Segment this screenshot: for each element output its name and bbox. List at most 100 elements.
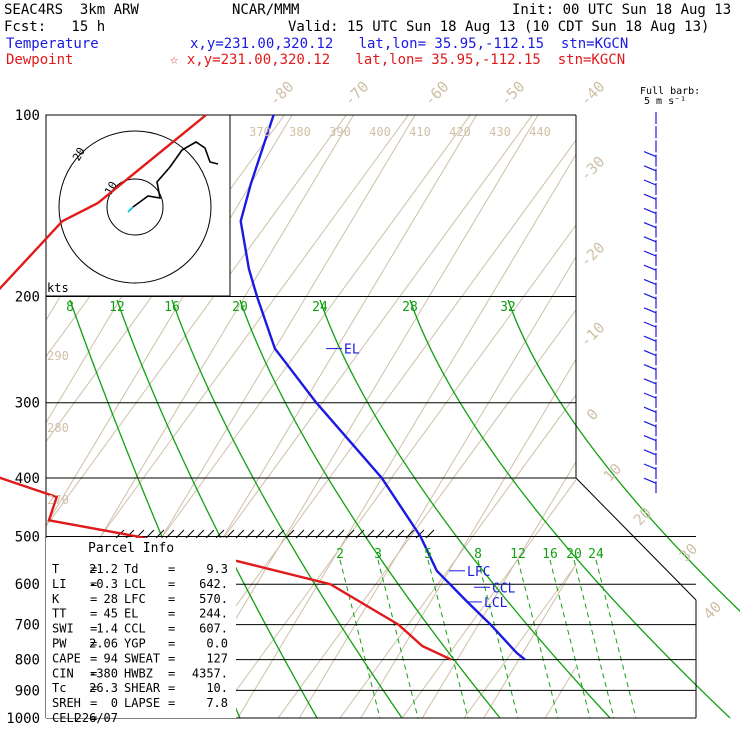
mixing-ratio-label-lower: 12 (510, 547, 526, 562)
level-label-lcl: LCL (484, 596, 508, 611)
hodograph-trace (132, 141, 219, 208)
parcel-row-value: 226/07 (75, 711, 118, 725)
theta-line (401, 478, 576, 718)
theta-label: 420 (449, 125, 471, 139)
parcel-row-eq-right: = (168, 681, 175, 695)
parcel-row-value: -0.3 (89, 577, 118, 591)
isotherm-line (360, 358, 576, 718)
mixing-ratio-label-lower: 5 (424, 547, 432, 562)
parcel-row-label-right: Td (124, 562, 138, 576)
mixing-ratio-dashed (427, 559, 469, 719)
theta-label-left: 280 (47, 421, 69, 435)
parcel-row-eq: = (90, 696, 97, 710)
isotherm-line (421, 460, 576, 718)
hatch-mark (385, 529, 395, 539)
wind-barb-flag (643, 463, 657, 470)
parcel-row-eq: = (90, 666, 97, 680)
parcel-row-eq-right: = (168, 607, 175, 621)
mixing-ratio-dashed (517, 559, 559, 719)
hodograph-ring-outer (58, 130, 212, 284)
hatch-mark (295, 529, 305, 539)
parcel-row-eq: = (90, 622, 97, 636)
parcel-row-value-right: 607. (199, 622, 228, 636)
parcel-row-value: 21.2 (89, 562, 118, 576)
hatch-mark (165, 529, 175, 539)
mixing-ratio-line (409, 299, 731, 719)
hatch-mark (405, 529, 415, 539)
theta-line (46, 115, 347, 528)
parcel-row-value-right: 7.8 (206, 696, 228, 710)
theta-label: 370 (249, 125, 271, 139)
pressure-tick-label: 500 (15, 529, 40, 545)
mixing-ratio-line (507, 299, 740, 613)
parcel-row-value-right: 0.0 (206, 637, 228, 651)
mixing-ratio-label: 12 (109, 300, 125, 315)
isotherm-line (661, 102, 740, 731)
parcel-row-label: SREH (52, 696, 81, 710)
hatch-mark (285, 529, 295, 539)
theta-label: 430 (489, 125, 511, 139)
hatch-mark (425, 529, 435, 539)
wind-barb-flag (643, 335, 657, 342)
mixing-ratio-label: 24 (312, 300, 328, 315)
pressure-tick-label: 800 (15, 653, 40, 669)
isotherm-label: -70 (341, 78, 373, 110)
mixing-ratio-dashed (549, 559, 591, 719)
mixing-ratio-dashed (377, 559, 419, 719)
parcel-row-label: LI (52, 577, 66, 591)
hatch-mark (375, 529, 385, 539)
parcel-row-value-right: 642. (199, 577, 228, 591)
parcel-row-label-right: YGP (124, 637, 146, 651)
isotherm-label: 30 (676, 540, 702, 566)
wind-barb-flag (643, 321, 657, 328)
init-time: Init: 00 UTC Sun 18 Aug 13 (512, 2, 732, 18)
mixing-ratio-dashed (595, 559, 637, 719)
wind-barb-flag (643, 193, 657, 200)
dewpoint-legend: Dewpoint (6, 52, 74, 68)
parcel-row-label-right: SWEAT (124, 651, 160, 665)
isotherm-label: 0 (583, 405, 602, 424)
parcel-row-label-right: CCL (124, 622, 146, 636)
hodograph: kts 10 20 (45, 114, 231, 297)
hatch-mark (155, 529, 165, 539)
hatch-mark (145, 529, 155, 539)
parcel-row-label: CIN (52, 666, 74, 680)
parcel-row-label: Tc (52, 681, 66, 695)
dewpoint-profile (0, 114, 452, 661)
forecast-hour: Fcst: 15 h (4, 19, 106, 35)
theta-label: 390 (329, 125, 351, 139)
parcel-row-eq: = (90, 711, 97, 725)
parcel-row-value: 94 (104, 651, 118, 665)
mixing-ratio-dashed (573, 559, 615, 719)
wind-barb-flag (643, 250, 657, 257)
hodograph-ring-inner (106, 178, 164, 236)
theta-line (46, 115, 409, 613)
wind-barb-flag (643, 165, 657, 172)
theta-label: 380 (289, 125, 311, 139)
wind-barb-flag (643, 406, 657, 413)
wind-barb-flag (643, 378, 657, 385)
isotherm-label: 20 (630, 504, 656, 530)
parcel-row-label: PW (52, 637, 67, 651)
hodograph-frame (45, 114, 231, 297)
hodograph-storm-motion (127, 206, 134, 213)
hatch-mark (255, 529, 265, 539)
sounding-series (0, 114, 526, 661)
parcel-row-value: 28 (104, 592, 118, 606)
pressure-tick-label: 300 (15, 396, 40, 412)
parcel-row-eq: = (90, 562, 97, 576)
parcel-row-label-right: LFC (124, 592, 146, 606)
parcel-row-label-right: SHEAR (124, 681, 161, 695)
isotherm-label: -40 (577, 78, 609, 110)
mixing-ratio-label-lower: 8 (474, 547, 482, 562)
valid-time: Valid: 15 UTC Sun 18 Aug 13 (10 CDT Sun … (288, 19, 710, 35)
parcel-row-eq-right: = (168, 577, 175, 591)
theta-label-left: 270 (47, 493, 69, 507)
isotherm-line (298, 255, 576, 718)
hatch-mark (395, 529, 405, 539)
parcel-row-label: K (52, 592, 60, 606)
mixing-ratio-line (171, 299, 403, 719)
temperature-legend: Temperature (6, 36, 99, 52)
parcel-row-label-right: HWBZ (124, 666, 153, 680)
